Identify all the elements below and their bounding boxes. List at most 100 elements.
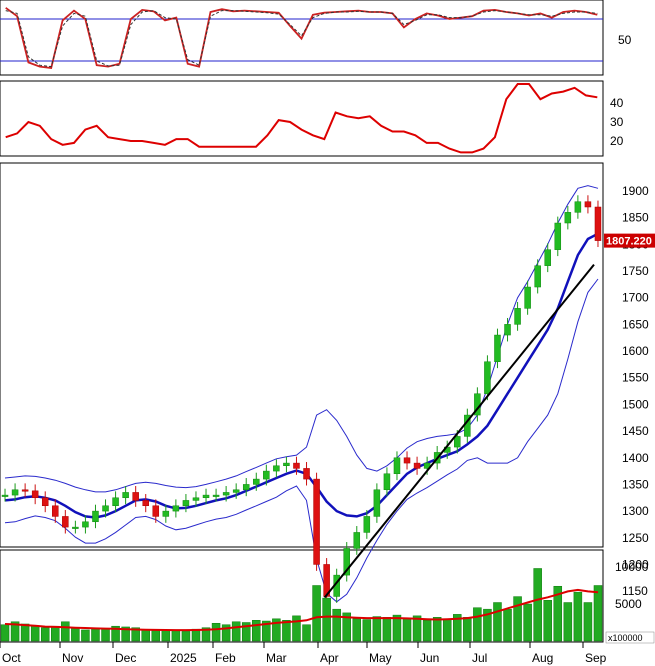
volume-bar — [91, 628, 100, 642]
volume-bar — [131, 627, 140, 642]
volume-bar — [61, 621, 70, 642]
candle-body — [142, 500, 149, 507]
volume-bar — [0, 624, 10, 642]
candle-body — [403, 457, 411, 464]
volume-bar — [362, 619, 372, 642]
last-price-box — [604, 233, 655, 248]
price-tick-label: 1550 — [622, 371, 649, 385]
price-tick-label: 1900 — [622, 184, 649, 198]
volume-bar — [101, 628, 110, 642]
candle-body — [373, 489, 381, 517]
candle-body — [564, 212, 572, 224]
price-tick-label: 1750 — [622, 264, 649, 278]
x-tick-label: 2025 — [170, 651, 197, 665]
oscillator-series-0 — [5, 7, 598, 69]
candle-body — [31, 490, 39, 499]
last-price-label: 1807.220 — [606, 236, 652, 248]
indicator-tick-label: 20 — [610, 134, 624, 148]
x-tick-label: Jun — [420, 651, 439, 665]
candle-body — [313, 478, 320, 565]
volume-bar — [432, 617, 442, 642]
price-tick-label: 1250 — [622, 531, 649, 545]
volume-bar — [312, 585, 321, 642]
volume-bar — [573, 591, 583, 642]
candle-body — [122, 492, 129, 499]
volume-bar — [292, 615, 301, 642]
candle-body — [263, 470, 270, 480]
candle-body — [353, 532, 361, 549]
volume-bar — [201, 627, 211, 642]
volume-bar — [392, 614, 402, 642]
oscillator-series-1 — [5, 10, 598, 68]
volume-bar — [503, 608, 512, 642]
x-tick-label: Feb — [215, 651, 236, 665]
volume-bar — [252, 620, 261, 642]
volume-bar — [382, 617, 392, 642]
volume-ma — [4, 588, 599, 632]
volume-bar — [30, 625, 40, 642]
price-tick-label: 1650 — [622, 317, 649, 331]
volume-bar — [553, 585, 563, 642]
volume-bar — [231, 621, 241, 642]
candle-body — [594, 206, 602, 241]
price-tick-label: 1200 — [622, 557, 649, 571]
candle-body — [554, 222, 562, 250]
volume-tick-label: 10000 — [615, 560, 649, 574]
volume-bar — [272, 618, 281, 642]
candle-body — [232, 489, 240, 493]
volume-bar — [111, 625, 120, 642]
candle-body — [202, 494, 210, 499]
candle-body — [363, 516, 371, 533]
panel-frame-1 — [0, 80, 604, 157]
volume-bar — [342, 612, 351, 642]
volume-bar — [493, 602, 502, 642]
x-tick-label: Mar — [266, 651, 287, 665]
volume-bar — [302, 624, 311, 642]
panel-frame-0 — [0, 0, 604, 76]
volume-bar — [523, 603, 532, 642]
moving-average — [4, 232, 599, 519]
volume-bar — [442, 618, 452, 642]
volume-bar — [322, 597, 331, 642]
candle-body — [21, 489, 29, 492]
trendline — [323, 263, 595, 599]
candle-body — [303, 468, 310, 480]
candle-body — [172, 505, 180, 512]
volume-bar — [141, 629, 150, 642]
candle-body — [52, 505, 59, 517]
volume-bar — [352, 618, 362, 642]
candle-body — [253, 478, 260, 485]
candle-body — [212, 494, 220, 497]
candle-body — [273, 465, 280, 472]
volume-bar — [171, 629, 181, 642]
volume-bar — [463, 617, 472, 642]
candle-body — [574, 201, 582, 213]
candle-body — [1, 494, 9, 497]
candle-body — [132, 492, 139, 501]
volume-bar — [422, 620, 432, 642]
volume-bar — [543, 600, 552, 642]
candle-body — [544, 249, 551, 266]
x-tick-label: Jul — [472, 651, 487, 665]
candle-body — [494, 334, 501, 362]
candle-body — [534, 265, 541, 288]
volume-bar — [51, 625, 60, 642]
candle-body — [72, 526, 79, 529]
volume-bar — [473, 607, 482, 642]
candle-body — [82, 521, 89, 528]
volume-bar — [372, 616, 382, 642]
volume-bar — [10, 621, 20, 642]
indicator-tick-label: 40 — [610, 96, 624, 110]
volume-bar — [412, 615, 422, 642]
volume-bar — [121, 626, 130, 642]
candle-body — [222, 492, 230, 496]
candle-body — [102, 505, 109, 512]
candle-body — [192, 497, 200, 501]
indicator-tick-label: 30 — [610, 115, 624, 129]
candle-body — [92, 510, 99, 523]
price-tick-label: 1150 — [622, 584, 648, 598]
x-tick-label: Aug — [532, 651, 553, 665]
x-tick-label: Sep — [585, 651, 607, 665]
candle-body — [454, 436, 461, 448]
